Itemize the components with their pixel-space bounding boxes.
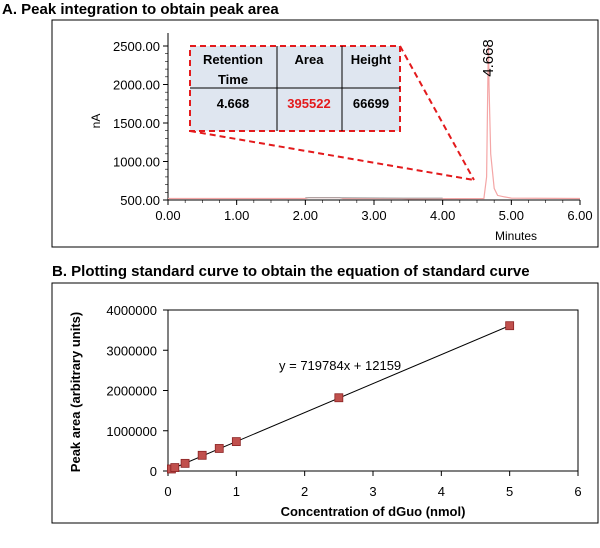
data-point xyxy=(334,393,344,403)
panel-b-ticks: 0 1 2 3 4 5 6 0 1000000 2000000 3000000 4000000 xyxy=(106,303,581,499)
data-point xyxy=(170,463,180,472)
peak-retention-label: 4.668 xyxy=(480,39,497,77)
a-x-tick-label: 1.00 xyxy=(224,208,249,223)
b-y-axis-label: Peak area (arbitrary units) xyxy=(68,312,83,472)
data-point xyxy=(505,321,515,331)
panel-a-trace xyxy=(168,45,581,200)
b-x-tick-label: 2 xyxy=(301,484,308,499)
table-cell-area: 395522 xyxy=(287,96,330,111)
b-x-tick-label: 3 xyxy=(369,484,376,499)
data-point xyxy=(214,444,224,453)
data-point xyxy=(197,450,207,460)
table-cell-height: 66699 xyxy=(353,96,389,111)
a-y-tick-label: 500.00 xyxy=(120,193,160,208)
a-y-tick-label: 1500.00 xyxy=(113,116,160,131)
table-header-height: Height xyxy=(351,52,392,67)
data-point xyxy=(231,437,241,447)
b-plot-area xyxy=(167,309,579,472)
b-x-tick-label: 5 xyxy=(506,484,513,499)
a-x-tick-label: 5.00 xyxy=(499,208,524,223)
a-x-tick-label: 4.00 xyxy=(430,208,455,223)
a-x-tick-label: 0.00 xyxy=(155,208,180,223)
panel-b-frame xyxy=(51,282,599,524)
panel-b-points xyxy=(167,321,515,474)
peak-table: Retention Time Area Height 4.668 395522 … xyxy=(189,45,401,132)
a-y-tick-label: 2000.00 xyxy=(113,78,160,93)
table-header-retention-line2: Time xyxy=(218,72,248,87)
panel-a-title: A. Peak integration to obtain peak area xyxy=(2,1,279,18)
panel-a-ticks: 0.00 1.00 2.00 3.00 4.00 5.00 6.00 500.00 1000.0… xyxy=(113,39,593,223)
a-y-axis-label: nA xyxy=(89,114,103,129)
panel-b-title: B. Plotting standard curve to obtain the… xyxy=(52,263,530,280)
a-y-tick-label: 1000.00 xyxy=(113,155,160,170)
table-header-retention-line1: Retention xyxy=(203,52,263,67)
b-y-tick-label: 1000000 xyxy=(106,424,157,439)
b-x-tick-label: 0 xyxy=(164,484,171,499)
table-cell-retention-time: 4.668 xyxy=(217,96,250,111)
a-x-axis-label: Minutes xyxy=(495,229,537,243)
callout-line-bottom xyxy=(189,130,475,181)
a-x-tick-label: 2.00 xyxy=(293,208,318,223)
b-x-tick-label: 4 xyxy=(438,484,445,499)
data-point xyxy=(180,458,190,468)
b-y-tick-label: 0 xyxy=(150,464,157,479)
b-x-axis-label: Concentration of dGuo (nmol) xyxy=(281,504,466,519)
b-x-tick-label: 6 xyxy=(574,484,581,499)
fit-equation: y = 719784x + 12159 xyxy=(279,358,401,373)
table-header-area: Area xyxy=(295,52,325,67)
panel-a-frame xyxy=(51,19,599,248)
callout-line-top xyxy=(399,45,475,181)
b-y-tick-label: 3000000 xyxy=(106,343,157,358)
b-x-tick-label: 1 xyxy=(233,484,240,499)
b-y-tick-label: 4000000 xyxy=(106,303,157,318)
a-y-tick-label: 2500.00 xyxy=(113,39,160,54)
a-x-tick-label: 3.00 xyxy=(361,208,386,223)
b-y-tick-label: 2000000 xyxy=(106,384,157,399)
a-x-tick-label: 6.00 xyxy=(567,208,592,223)
